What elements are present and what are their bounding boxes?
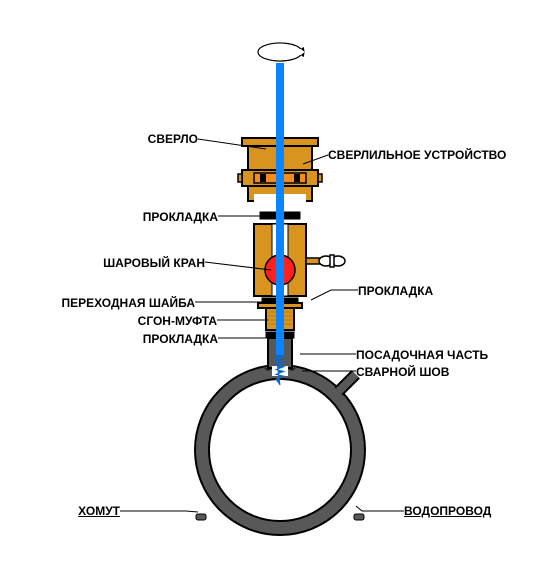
label-ball_valve: ШАРОВЫЙ КРАН [103, 256, 205, 270]
label-gasket3: ПРОКЛАДКА [143, 332, 218, 346]
diagram-stage: СВЕРЛО СВЕРЛИЛЬНОЕ УСТРОЙСТВО ПРОКЛАДКА ШАР… [0, 0, 560, 564]
label-coupling: СГОН-МУФТА [138, 314, 217, 328]
diagram-svg [0, 0, 560, 564]
label-drill: СВЕРЛО [148, 132, 198, 146]
label-adapter: ПЕРЕХОДНАЯ ШАЙБА [61, 296, 195, 310]
label-drill_device: СВЕРЛИЛЬНОЕ УСТРОЙСТВО [328, 148, 506, 162]
label-weld: СВАРНОЙ ШОВ [356, 365, 449, 379]
label-clamp: ХОМУТ [78, 504, 120, 518]
label-seat: ПОСАДОЧНАЯ ЧАСТЬ [356, 348, 488, 362]
label-gasket2: ПРОКЛАДКА [358, 284, 433, 298]
label-waterpipe: ВОДОПРОВОД [404, 504, 491, 518]
label-gasket1: ПРОКЛАДКА [143, 210, 218, 224]
